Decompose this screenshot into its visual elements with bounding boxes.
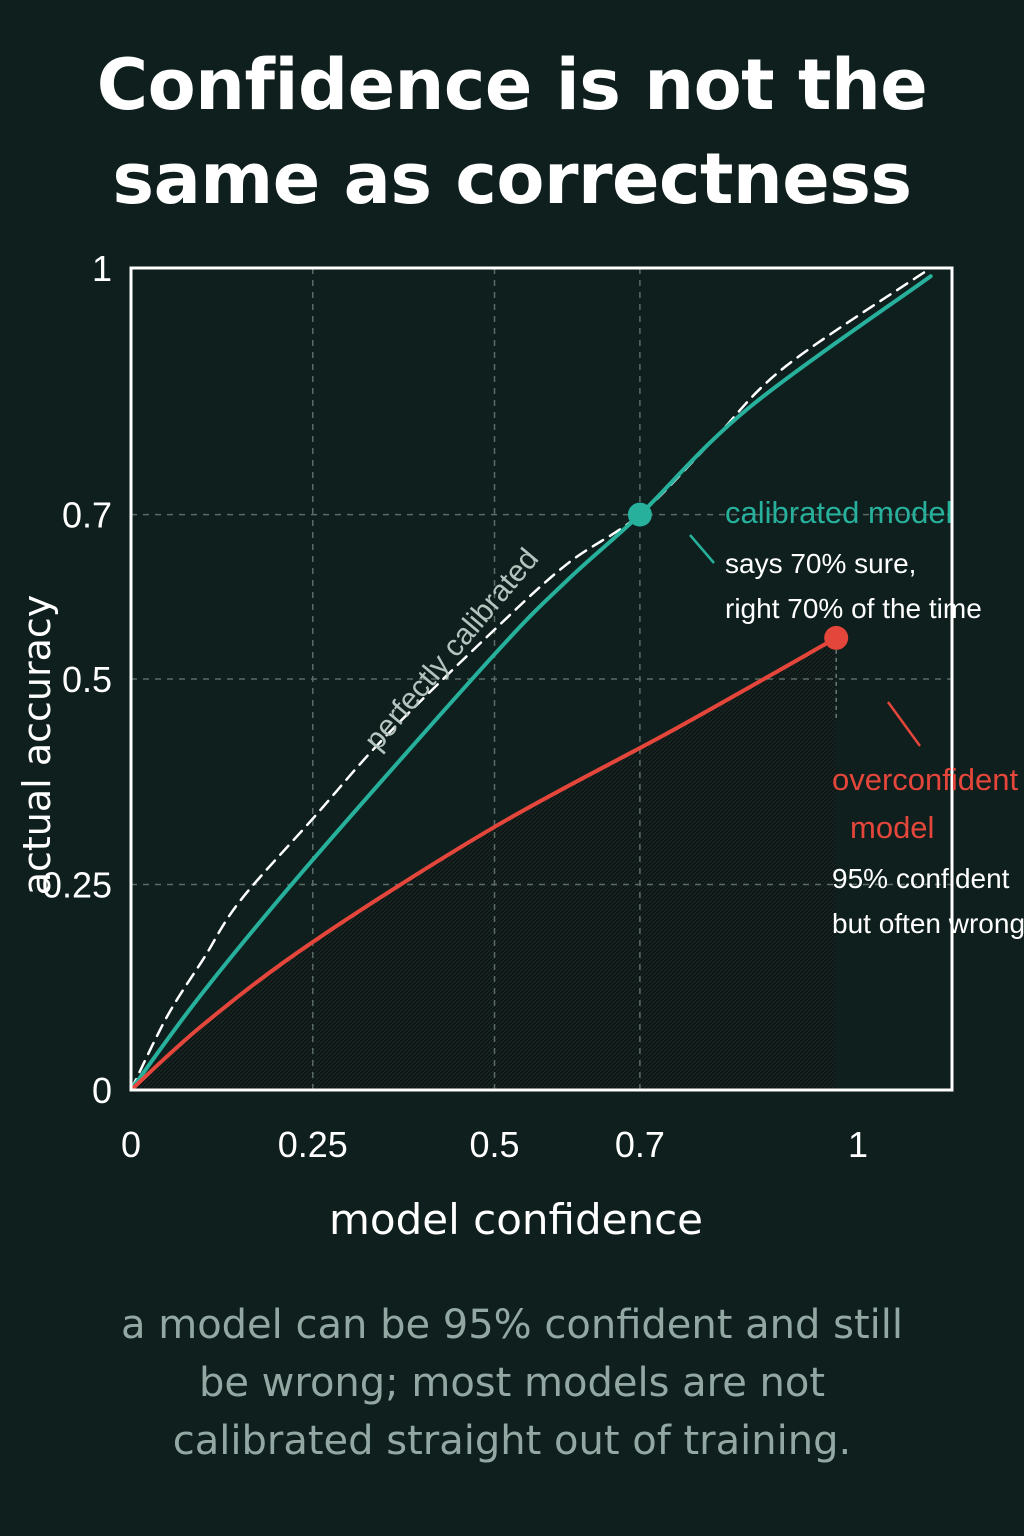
y-axis-label: actual accuracy (15, 595, 59, 896)
calibrated-callout-title: calibrated model (725, 495, 952, 530)
y-tick-label-0: 0 (92, 1070, 112, 1111)
calibrated-callout-desc-1: says 70% sure, (725, 548, 916, 579)
reference-line-label: perfectly calibrated (358, 542, 545, 756)
y-tick-label-1: 0.25 (42, 865, 112, 906)
caption: a model can be 95% confident and still b… (60, 1296, 964, 1470)
caption-line-3: calibrated straight out of training. (172, 1418, 852, 1464)
x-axis-label: model confidence (329, 1195, 703, 1244)
marker-calibrated-model (627, 502, 652, 527)
y-tick-label-3: 0.7 (62, 495, 112, 536)
overconfident-callout-title-2: model (850, 810, 934, 845)
y-tick-label-2: 0.5 (62, 659, 112, 700)
marker-overconfident-model (824, 625, 849, 650)
overconfident-callout-desc-2: but often wrong (832, 908, 1024, 939)
x-tick-label-0: 0 (121, 1124, 141, 1165)
overconfident-callout-desc-1: 95% confident (832, 863, 1010, 894)
calibrated-callout-leader (689, 534, 715, 564)
x-tick-label-3: 0.7 (615, 1124, 665, 1165)
x-tick-label-2: 0.5 (469, 1124, 519, 1165)
chart-title: Confidence is not the same as correctnes… (0, 38, 1024, 226)
title-line-1: Confidence is not the (96, 44, 928, 126)
caption-line-1: a model can be 95% confident and still (121, 1302, 903, 1348)
x-tick-label-4: 1 (848, 1124, 868, 1165)
calibrated-callout-desc-2: right 70% of the time (725, 593, 982, 624)
overconfident-gap-shading (131, 637, 837, 1090)
caption-line-2: be wrong; most models are not (198, 1360, 826, 1406)
calibration-chart: 0 0.25 0.5 0.7 1 0 0.25 0.5 0.7 1 perfectly calib… (15, 248, 1024, 1244)
x-tick-label-1: 0.25 (278, 1124, 348, 1165)
series-line-perfectly-calibrated (131, 268, 932, 1090)
y-tick-label-4: 1 (92, 248, 112, 289)
plot-frame (129, 266, 954, 1092)
overconfident-callout-title-1: overconfident (832, 762, 1019, 797)
title-line-2: same as correctness (112, 138, 912, 220)
series-line-overconfident-model (131, 635, 839, 1090)
series-line-calibrated-model (131, 274, 933, 1090)
overconfident-callout-leader (886, 701, 922, 747)
